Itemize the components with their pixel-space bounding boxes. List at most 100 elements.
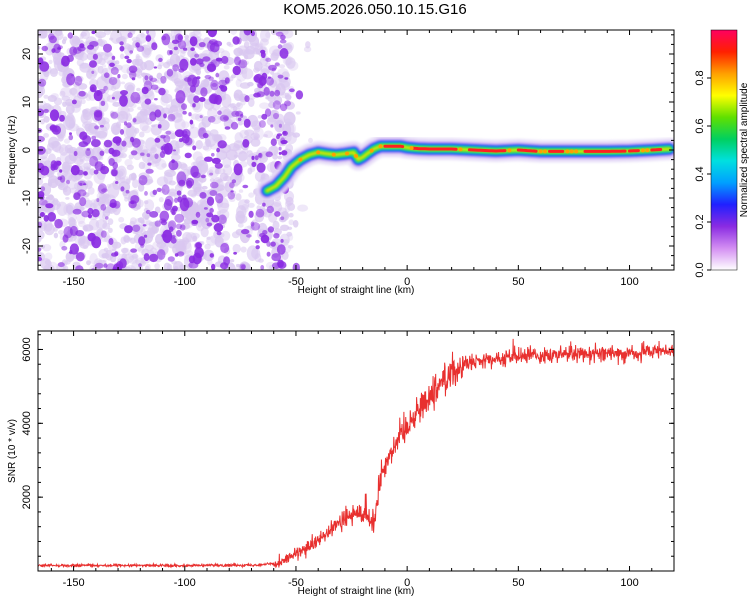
noise-blob xyxy=(280,216,285,221)
noise-blob-light xyxy=(68,123,79,132)
noise-blob xyxy=(266,251,271,257)
snr-plot: -150 -100 -50 0 50 100 2000 4000 6000 xyxy=(21,330,675,589)
chart-title: KOM5.2026.050.10.15.G16 xyxy=(283,1,467,18)
noise-blob xyxy=(66,54,74,63)
noise-blob xyxy=(282,131,287,135)
ridge-point xyxy=(507,148,512,153)
noise-blob-light xyxy=(233,47,244,57)
colorbar-tick-label: 0.0 xyxy=(694,262,706,277)
noise-blob xyxy=(91,209,100,218)
noise-blob-light xyxy=(126,164,134,171)
noise-blob-light xyxy=(259,56,269,66)
noise-blob xyxy=(138,175,148,186)
noise-blob-light xyxy=(231,231,240,239)
noise-blob-light xyxy=(76,156,85,167)
noise-blob xyxy=(93,169,99,175)
noise-blob-light xyxy=(288,212,294,218)
noise-blob xyxy=(177,34,183,41)
spectrogram-x-tick-label: 0 xyxy=(404,276,410,288)
noise-blob-light xyxy=(120,81,126,85)
noise-blob-light xyxy=(144,48,152,56)
noise-blob xyxy=(241,229,250,235)
noise-blob xyxy=(89,60,97,68)
noise-blob xyxy=(77,45,86,52)
noise-blob xyxy=(271,67,276,72)
noise-blob-light xyxy=(125,125,137,139)
noise-blob xyxy=(151,42,158,51)
noise-blob-light xyxy=(83,162,92,170)
noise-blob-light xyxy=(107,218,114,226)
noise-blob-light xyxy=(135,53,140,60)
noise-blob xyxy=(246,234,252,238)
noise-blob xyxy=(38,57,44,65)
noise-blob-light xyxy=(175,162,187,169)
colorbar-tick-label: 0.4 xyxy=(694,166,706,181)
noise-blob-light xyxy=(168,191,176,197)
noise-blob xyxy=(207,30,217,38)
noise-blob-light xyxy=(111,248,117,252)
noise-blob xyxy=(194,53,200,58)
spectrogram-y-axis-label: Frequency (Hz) xyxy=(7,116,18,185)
noise-blob-light xyxy=(253,124,261,133)
noise-blob xyxy=(192,145,197,151)
noise-blob-light xyxy=(198,121,207,131)
noise-blob xyxy=(119,94,128,107)
noise-blob-light xyxy=(145,137,157,151)
noise-blob-light xyxy=(237,151,248,162)
noise-blob xyxy=(108,238,114,245)
noise-blob xyxy=(59,175,66,183)
noise-blob xyxy=(154,137,161,143)
noise-blob xyxy=(181,103,187,110)
noise-blob-light xyxy=(284,94,292,100)
noise-blob-light xyxy=(189,31,196,38)
noise-blob xyxy=(170,208,175,213)
noise-blob xyxy=(250,222,261,231)
noise-blob xyxy=(189,119,194,125)
noise-blob-light xyxy=(270,70,275,75)
noise-blob-light xyxy=(48,59,53,65)
noise-blob xyxy=(276,244,286,255)
noise-blob-light xyxy=(119,53,125,60)
noise-blob-light xyxy=(265,31,271,38)
noise-blob xyxy=(38,199,48,206)
snr-y-tick-label: 2000 xyxy=(21,485,33,509)
noise-blob xyxy=(248,210,254,218)
noise-blob xyxy=(147,162,152,166)
noise-blob xyxy=(92,53,98,60)
noise-blob xyxy=(148,75,154,81)
noise-blob-light xyxy=(238,121,243,126)
noise-blob-light xyxy=(104,51,113,57)
noise-blob xyxy=(211,214,220,223)
noise-blob xyxy=(39,165,50,176)
noise-blob xyxy=(167,113,176,122)
noise-blob xyxy=(178,68,185,73)
noise-blob xyxy=(265,151,273,158)
colorbar-gradient xyxy=(710,29,738,271)
noise-blob xyxy=(75,230,85,237)
noise-blob xyxy=(176,229,182,237)
noise-blob xyxy=(120,90,128,96)
spectrogram-y-tick-label: 10 xyxy=(21,96,33,108)
noise-blob-light xyxy=(224,181,234,193)
noise-blob-light xyxy=(179,50,186,58)
noise-blob xyxy=(130,150,138,156)
noise-blob-light xyxy=(125,113,133,122)
noise-blob xyxy=(280,34,286,41)
noise-blob-light xyxy=(56,203,62,207)
noise-blob-light xyxy=(61,161,71,173)
noise-blob-light xyxy=(185,232,197,243)
noise-blob-light xyxy=(128,107,134,112)
noise-blob xyxy=(149,253,159,263)
noise-blob xyxy=(59,169,63,173)
noise-blob-light xyxy=(169,53,180,68)
snr-y-axis-label: SNR (10 * v/v) xyxy=(7,419,18,483)
noise-blob xyxy=(93,90,103,102)
noise-blob xyxy=(211,152,215,157)
noise-blob xyxy=(255,208,265,218)
noise-blob-light xyxy=(206,236,211,240)
noise-blob-light xyxy=(247,225,253,229)
noise-blob xyxy=(176,251,185,257)
noise-blob xyxy=(231,110,240,117)
noise-blob xyxy=(232,36,240,45)
noise-blob xyxy=(243,30,252,36)
